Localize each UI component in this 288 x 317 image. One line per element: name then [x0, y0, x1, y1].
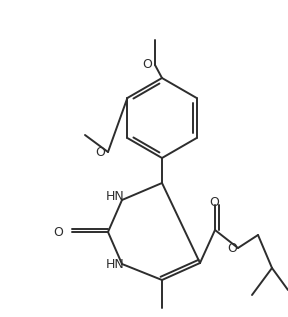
Text: HN: HN [106, 190, 124, 203]
Text: O: O [142, 59, 152, 72]
Text: O: O [53, 225, 63, 238]
Text: HN: HN [106, 257, 124, 270]
Text: O: O [209, 197, 219, 210]
Text: O: O [95, 146, 105, 158]
Text: O: O [227, 242, 237, 255]
